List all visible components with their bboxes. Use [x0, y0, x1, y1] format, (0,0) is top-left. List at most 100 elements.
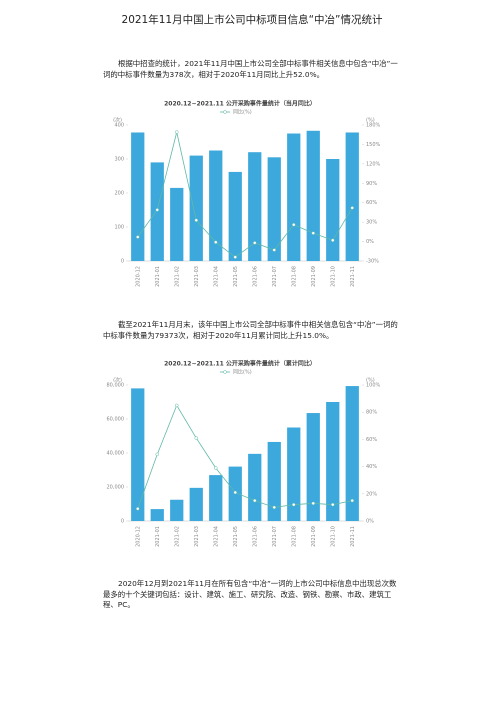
- bar: [150, 162, 164, 261]
- y2-tick-label: 30%: [366, 220, 377, 226]
- bar: [287, 427, 301, 521]
- bar: [345, 386, 359, 521]
- x-tick-label: 2021-07: [272, 526, 278, 547]
- y2-tick-label: 0%: [366, 519, 374, 525]
- y2-tick-label: 20%: [366, 491, 377, 497]
- bar: [267, 157, 281, 261]
- marker: [272, 505, 276, 510]
- bar: [267, 441, 281, 521]
- marker: [292, 502, 296, 507]
- x-tick-label: 2021-04: [213, 526, 219, 547]
- x-tick-label: 2021-05: [233, 526, 239, 547]
- marker: [350, 206, 354, 210]
- y2-tick-label: 40%: [366, 464, 377, 470]
- y-tick-label: 20,000: [107, 485, 125, 491]
- x-tick-label: 2021-01: [155, 526, 161, 547]
- x-tick-label: 2021-02: [174, 266, 180, 287]
- bar: [131, 388, 145, 521]
- y2-tick-label: 90%: [366, 181, 377, 187]
- legend-label: 同比(%): [233, 109, 252, 116]
- x-tick-label: 2021-11: [350, 266, 356, 287]
- y2-tick-label: 60%: [366, 437, 377, 443]
- y2-tick-label: 80%: [366, 410, 377, 416]
- bar: [326, 159, 340, 261]
- y-tick-label: 0: [121, 259, 124, 265]
- line: [137, 404, 353, 509]
- bar: [150, 509, 164, 521]
- bar: [209, 150, 223, 261]
- y-tick-label: 200: [114, 191, 124, 197]
- marker: [214, 240, 218, 244]
- marker: [194, 436, 198, 440]
- legend-symbol: [223, 110, 227, 114]
- x-tick-label: 2021-09: [311, 526, 317, 547]
- bar: [306, 130, 320, 261]
- marker: [194, 218, 198, 222]
- legend-symbol: [223, 370, 227, 374]
- bar: [189, 155, 203, 261]
- bar: [170, 187, 184, 261]
- y-tick-label: 300: [114, 157, 124, 163]
- x-tick-label: 2020-12: [135, 526, 141, 547]
- bar: [209, 475, 223, 521]
- y-axis-label: (次): [113, 117, 122, 124]
- y2-axis-label: (%): [366, 118, 375, 124]
- chart-title: 2020.12~2021.11 公开采购事件量统计（当月同比）: [164, 100, 316, 108]
- paragraph: 根据中招查的统计，2021年11月中国上市公司全部中标事件相关信息中包含“中冶”…: [103, 59, 398, 79]
- y-tick-label: 400: [114, 123, 124, 129]
- y2-tick-label: 180%: [366, 123, 381, 129]
- marker: [272, 248, 276, 252]
- bar: [189, 487, 203, 521]
- line: [137, 132, 353, 258]
- y-axis-label: (次): [113, 377, 122, 384]
- x-tick-label: 2020-12: [135, 266, 141, 287]
- x-tick-label: 2021-10: [330, 526, 336, 547]
- marker: [155, 208, 159, 212]
- y-tick-label: 40,000: [107, 451, 125, 457]
- marker: [331, 238, 335, 243]
- x-tick-label: 2021-08: [291, 266, 297, 287]
- bar: [228, 171, 242, 261]
- bar: [287, 133, 301, 261]
- y2-tick-label: 60%: [366, 200, 377, 206]
- marker: [253, 498, 257, 503]
- x-tick-label: 2021-05: [233, 266, 239, 287]
- x-tick-label: 2021-03: [194, 526, 200, 547]
- bar: [345, 132, 359, 261]
- x-tick-label: 2021-04: [213, 266, 219, 287]
- y2-tick-label: 120%: [366, 161, 381, 167]
- x-tick-label: 2021-11: [350, 526, 356, 547]
- x-tick-label: 2021-01: [155, 266, 161, 287]
- y2-tick-label: -30%: [366, 259, 379, 265]
- bar: [131, 132, 145, 261]
- chart-title: 2020.12~2021.11 公开采购事件量统计（累计同比）: [164, 360, 316, 368]
- chart: 2020.12~2021.11 公开采购事件量统计（累计同比） (次) (%) 0 20…: [107, 360, 381, 547]
- x-tick-label: 2021-06: [252, 526, 258, 547]
- marker: [311, 231, 315, 235]
- paragraph: 2020年12月到2021年11月在所有包含“中冶”一词的上市公司中标信息中出现…: [103, 579, 397, 609]
- y2-tick-label: 0%: [366, 239, 374, 245]
- bar: [326, 402, 340, 521]
- marker: [233, 255, 237, 259]
- marker: [136, 235, 140, 239]
- marker: [253, 241, 257, 245]
- x-tick-label: 2021-06: [252, 266, 258, 287]
- marker: [136, 507, 140, 511]
- marker: [331, 502, 335, 507]
- bar: [170, 499, 184, 521]
- y2-axis-label: (%): [366, 378, 375, 384]
- y2-tick-label: 100%: [366, 383, 381, 389]
- x-tick-label: 2021-02: [174, 526, 180, 547]
- marker: [214, 466, 218, 470]
- y-tick-label: 60,000: [107, 417, 125, 423]
- x-tick-label: 2021-09: [311, 266, 317, 287]
- marker: [292, 222, 296, 227]
- bar: [306, 413, 320, 521]
- y-tick-label: 100: [114, 225, 124, 231]
- y-tick-label: 0: [121, 519, 124, 525]
- bar: [248, 453, 262, 521]
- marker: [350, 498, 354, 503]
- x-tick-label: 2021-10: [330, 266, 336, 287]
- marker: [233, 490, 237, 495]
